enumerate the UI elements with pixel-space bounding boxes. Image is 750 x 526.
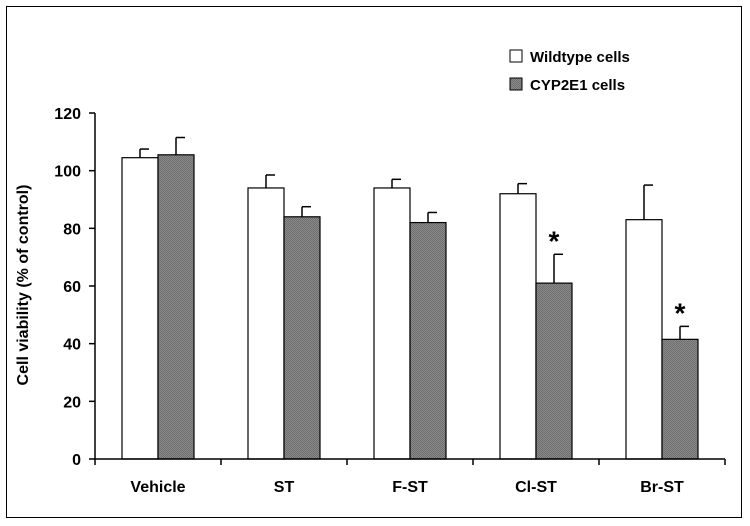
y-tick-label: 0 xyxy=(72,452,81,469)
legend-swatch xyxy=(509,49,523,63)
bar-cyp2e1 xyxy=(409,221,447,460)
legend-label: Wildtype cells xyxy=(530,49,630,66)
x-category-label: ST xyxy=(274,479,295,496)
y-tick-label: 80 xyxy=(63,221,81,238)
bar-wildtype xyxy=(373,187,411,460)
y-tick-label: 120 xyxy=(54,106,81,123)
bar-wildtype xyxy=(121,157,159,460)
bar-cyp2e1 xyxy=(157,154,195,460)
legend-label: CYP2E1 cells xyxy=(530,77,625,94)
x-category-label: Vehicle xyxy=(130,479,185,496)
x-category-label: F-ST xyxy=(392,479,428,496)
y-axis-title: Cell viability (% of control) xyxy=(15,185,32,386)
significance-marker: * xyxy=(549,225,560,256)
y-tick-label: 60 xyxy=(63,279,81,296)
bar-cyp2e1 xyxy=(283,216,321,460)
bar-wildtype xyxy=(625,219,663,460)
y-tick-label: 100 xyxy=(54,164,81,181)
bar-wildtype xyxy=(499,193,537,460)
bar-wildtype xyxy=(247,187,285,460)
legend-swatch xyxy=(509,77,523,91)
bar-cyp2e1 xyxy=(661,338,699,460)
y-tick-label: 20 xyxy=(63,394,81,411)
significance-marker: * xyxy=(675,297,686,328)
bar-cyp2e1 xyxy=(535,282,573,460)
y-tick-label: 40 xyxy=(63,337,81,354)
legend: Wildtype cells CYP2E1 cells xyxy=(509,49,630,94)
x-category-label: Cl-ST xyxy=(515,479,557,496)
x-category-label: Br-ST xyxy=(640,479,684,496)
